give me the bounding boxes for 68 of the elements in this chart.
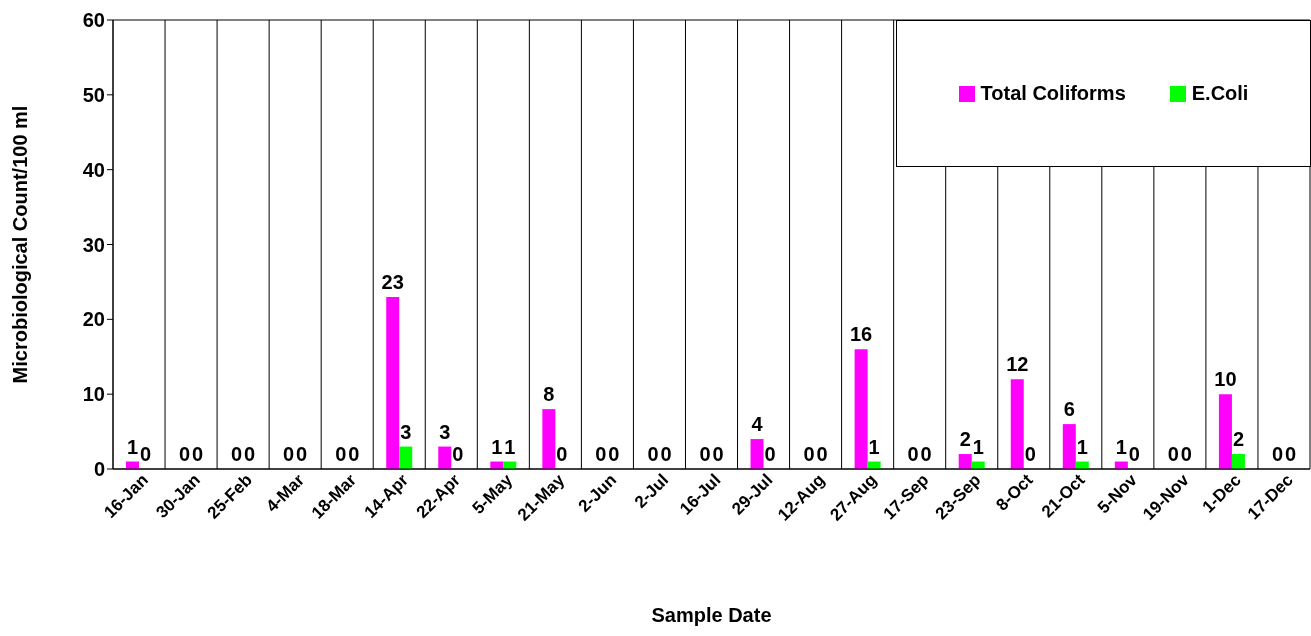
y-tick-label: 30 bbox=[82, 233, 105, 256]
data-label: 0 bbox=[283, 443, 295, 465]
data-label: 0 bbox=[244, 443, 256, 465]
bar bbox=[1062, 424, 1076, 469]
y-tick-label: 60 bbox=[82, 9, 105, 32]
data-label: 0 bbox=[1024, 443, 1036, 465]
data-label: 2 bbox=[959, 428, 971, 451]
data-label: 0 bbox=[139, 443, 152, 465]
data-label: 1 bbox=[1076, 435, 1088, 458]
data-label: 0 bbox=[660, 443, 672, 465]
data-label: 0 bbox=[1167, 443, 1179, 465]
data-label: 8 bbox=[543, 383, 555, 406]
data-label: 0 bbox=[699, 443, 711, 465]
data-label: 0 bbox=[816, 443, 828, 465]
y-tick-label: 50 bbox=[82, 83, 105, 106]
data-label: 0 bbox=[647, 443, 659, 465]
data-label: 1 bbox=[972, 435, 984, 458]
data-label: 0 bbox=[803, 443, 815, 465]
data-label: 4 bbox=[751, 413, 764, 436]
data-label: 0 bbox=[192, 443, 204, 465]
data-label: 1 bbox=[491, 435, 503, 458]
data-label: 3 bbox=[400, 420, 412, 443]
data-label: 10 bbox=[1214, 368, 1237, 391]
data-label: 3 bbox=[439, 420, 451, 443]
data-label: 0 bbox=[296, 443, 308, 465]
y-tick-label: 10 bbox=[82, 383, 105, 406]
data-label: 0 bbox=[608, 443, 620, 465]
data-label: 1 bbox=[868, 435, 880, 458]
data-label: 23 bbox=[381, 270, 404, 293]
data-label: 0 bbox=[764, 443, 776, 465]
data-label: 0 bbox=[179, 443, 191, 465]
data-label: 0 bbox=[1128, 443, 1140, 465]
data-label: 16 bbox=[850, 323, 873, 346]
data-label: 0 bbox=[1180, 443, 1192, 465]
data-label: 1 bbox=[1115, 435, 1127, 458]
y-tick-label: 40 bbox=[82, 158, 105, 181]
x-axis-title: Sample Date bbox=[651, 604, 772, 626]
bar bbox=[386, 296, 400, 469]
data-label: 0 bbox=[348, 443, 360, 465]
y-tick-label: 0 bbox=[93, 458, 105, 481]
data-label: 6 bbox=[1063, 398, 1075, 421]
data-label: 0 bbox=[907, 443, 919, 465]
legend-label: E.Coli bbox=[1191, 82, 1249, 105]
bar bbox=[750, 439, 764, 469]
data-label: 1 bbox=[504, 435, 516, 458]
data-label: 0 bbox=[712, 443, 724, 465]
data-label: 0 bbox=[335, 443, 347, 465]
bar bbox=[438, 446, 452, 469]
data-label: 0 bbox=[556, 443, 568, 465]
data-label: 0 bbox=[1271, 443, 1284, 465]
bar bbox=[958, 454, 972, 469]
data-label: 1 bbox=[126, 435, 139, 458]
bar bbox=[542, 409, 556, 469]
bar bbox=[1010, 379, 1024, 469]
legend-label: Total Coliforms bbox=[980, 82, 1126, 105]
bar bbox=[399, 446, 413, 469]
bar bbox=[1231, 454, 1245, 469]
data-label: 0 bbox=[595, 443, 607, 465]
data-label: 0 bbox=[920, 443, 932, 465]
data-label: 0 bbox=[452, 443, 464, 465]
data-label: 0 bbox=[231, 443, 243, 465]
data-label: 12 bbox=[1006, 353, 1029, 376]
bar bbox=[1218, 394, 1232, 469]
data-label: 2 bbox=[1232, 428, 1244, 451]
y-tick-label: 20 bbox=[82, 308, 105, 331]
y-axis-title: Microbiological Count/100 ml bbox=[9, 105, 32, 384]
data-label: 0 bbox=[1284, 443, 1297, 465]
bar bbox=[854, 349, 868, 469]
